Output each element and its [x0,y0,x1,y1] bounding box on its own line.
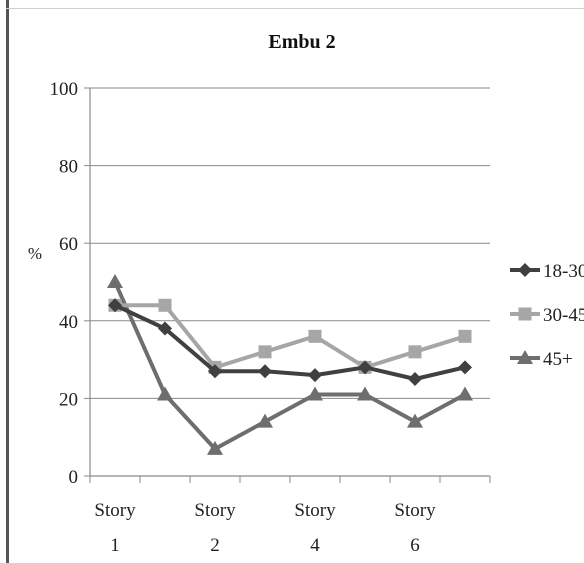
x-tick-label-line2: 4 [310,535,320,556]
x-tick-label-line1: Story [394,500,436,521]
frame-left-border [6,0,9,563]
data-point-18-30-2 [208,364,222,379]
x-tick-labels: Story 1 Story 2 Story 4 Story 6 [94,500,436,556]
data-point-45+-1 [157,386,173,401]
data-point-30-45-4 [308,329,322,343]
y-axis-label: % [28,244,42,263]
legend-marker-45+ [517,350,533,364]
chart-title: Embu 2 [268,31,335,53]
series-30-45 [108,298,472,374]
x-tick-label-line2: 6 [410,535,420,556]
legend-label-45+: 45+ [543,349,573,370]
data-point-18-30-3 [258,364,272,379]
series-line-45+ [113,281,466,451]
x-tick-label-line1: Story [94,500,136,521]
legend-item-30-45: 30-45 [510,305,584,326]
data-point-18-30-1 [158,321,172,336]
data-point-45+-7 [457,386,473,401]
grid-lines [90,87,490,399]
x-tick-label-line2: 1 [110,535,120,556]
data-point-45+-6 [407,413,423,428]
data-point-30-45-6 [408,345,422,359]
x-tick-label-line1: Story [294,500,336,521]
data-point-45+-3 [257,413,273,428]
legend-item-18-30: 18-30 [510,261,584,282]
axes [84,87,491,483]
data-point-18-30-0 [108,298,122,313]
data-point-30-45-1 [158,298,172,312]
series-45+ [107,274,473,455]
data-point-18-30-5 [358,360,372,375]
legend: 18-30 30-45 45+ [510,261,584,370]
series-line-30-45 [115,303,466,370]
data-point-45+-5 [357,386,373,401]
y-tick-label-60: 60 [59,234,78,255]
data-point-18-30-6 [408,372,422,386]
data-point-18-30-4 [308,368,322,383]
x-tick-label-line2: 2 [210,535,220,556]
y-tick-label-80: 80 [59,157,78,178]
series-line-18-30 [114,303,466,381]
data-point-45+-4 [307,386,323,401]
legend-item-45+: 45+ [510,349,573,370]
x-tick-label-line1: Story [194,500,236,521]
data-point-18-30-7 [458,360,472,375]
frame-top-border [6,8,584,9]
series-18-30 [108,298,472,386]
legend-label-18-30: 18-30 [543,261,584,282]
legend-marker-30-45 [518,307,532,321]
y-tick-label-40: 40 [59,312,78,333]
legend-label-30-45: 30-45 [543,305,584,326]
data-point-30-45-7 [458,329,472,343]
y-tick-labels: 0 20 40 60 80 100 [50,79,79,488]
y-tick-label-0: 0 [69,467,79,488]
data-point-45+-2 [207,440,223,455]
data-point-45+-0 [107,274,123,288]
y-tick-label-20: 20 [59,389,78,410]
data-point-30-45-3 [258,345,272,359]
legend-marker-18-30 [518,263,532,277]
data-series [107,274,473,455]
y-tick-label-100: 100 [50,79,79,100]
